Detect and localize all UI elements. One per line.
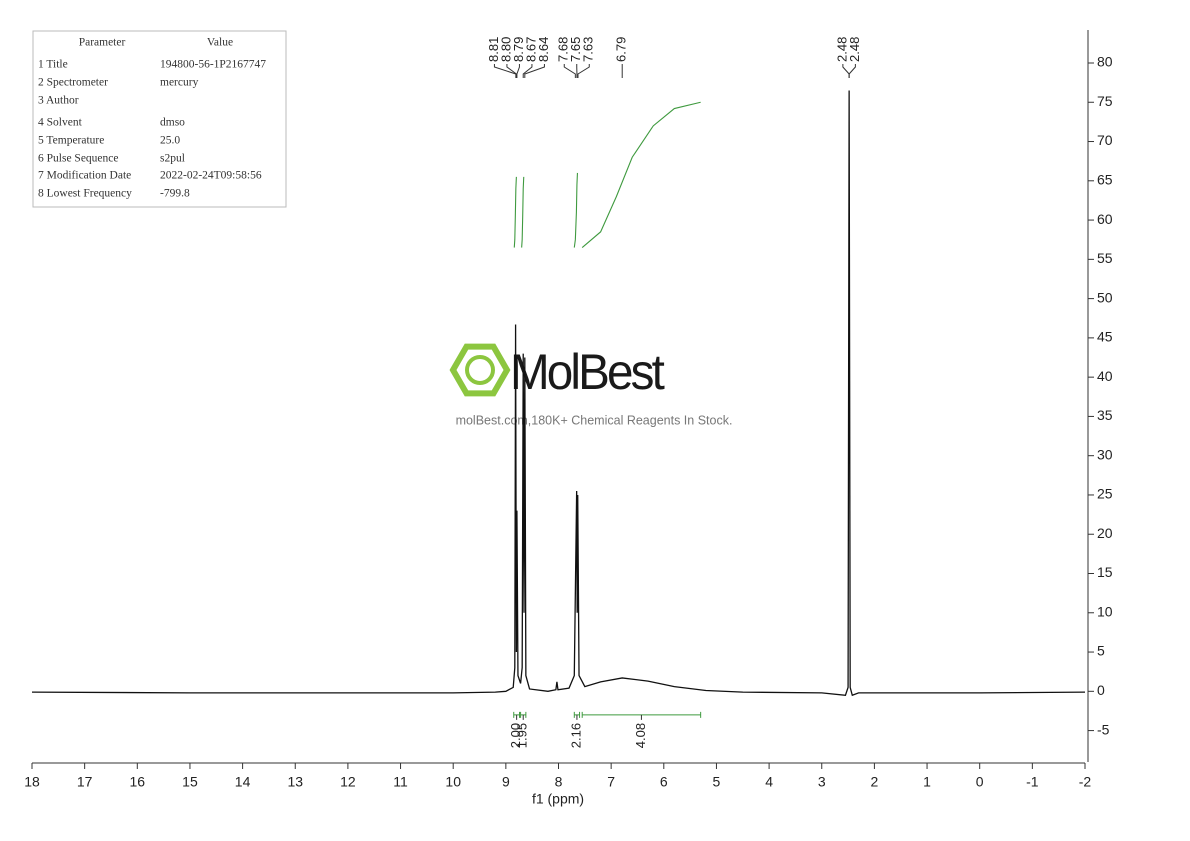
x-axis-label: f1 (ppm) (532, 791, 584, 807)
table-cell: s2pul (160, 153, 185, 165)
peak-label: 8.80 (498, 37, 513, 62)
integral-label: 4.08 (633, 723, 648, 748)
table-cell: 8 Lowest Frequency (38, 188, 132, 200)
integral-curve (581, 101, 701, 248)
integral-label: 1.95 (515, 723, 530, 748)
y-tick-label: 65 (1097, 172, 1113, 188)
peak-leader (516, 64, 520, 78)
x-tick-label: 17 (77, 774, 93, 790)
y-tick-label: 20 (1097, 525, 1113, 541)
peak-leader (577, 64, 590, 78)
peak-leader (506, 64, 517, 78)
y-tick-label: 45 (1097, 329, 1113, 345)
y-tick-label: 10 (1097, 603, 1113, 619)
x-tick-label: -2 (1079, 774, 1092, 790)
peak-leader (563, 64, 576, 78)
peak-label: 8.67 (523, 37, 538, 62)
x-tick-label: 15 (182, 774, 198, 790)
table-border (32, 30, 287, 208)
peak-leader (522, 64, 533, 78)
peak-label: 6.79 (614, 37, 629, 62)
table-cell: dmso (160, 117, 185, 129)
x-tick-label: 10 (445, 774, 461, 790)
table-header: Parameter (79, 37, 126, 49)
x-tick-label: 1 (923, 774, 931, 790)
integral-curve (521, 176, 525, 248)
table-cell: 1 Title (38, 59, 68, 71)
y-tick-label: -5 (1097, 721, 1110, 737)
x-tick-label: 12 (340, 774, 356, 790)
y-tick-label: 5 (1097, 643, 1105, 659)
y-tick-label: 50 (1097, 289, 1113, 305)
y-tick-label: 35 (1097, 407, 1113, 423)
y-tick-label: 60 (1097, 211, 1113, 227)
parameter-table: Parameter Value 1 Title 194800-56-1P2167747… (32, 30, 287, 208)
x-tick-label: 6 (660, 774, 668, 790)
peak-label: 2.48 (834, 37, 849, 62)
x-tick-label: 11 (393, 774, 408, 790)
y-tick-label: 55 (1097, 250, 1113, 266)
table-cell: mercury (160, 77, 199, 89)
watermark-tagline: molBest.com,180K+ Chemical Reagents In S… (456, 413, 733, 427)
x-tick-label: 18 (24, 774, 40, 790)
x-tick-label: 16 (130, 774, 146, 790)
table-cell: 2 Spectrometer (38, 77, 108, 89)
peak-label: 7.63 (581, 37, 596, 62)
y-tick-label: 30 (1097, 446, 1113, 462)
y-tick-label: 0 (1097, 682, 1105, 698)
logo-hexagon (449, 343, 511, 397)
y-tick-label: 75 (1097, 93, 1113, 109)
logo-ring (465, 355, 495, 385)
integral: 2.16 (568, 711, 583, 748)
peak-label: 8.81 (486, 37, 501, 62)
table-cell: 3 Author (38, 95, 79, 107)
table-cell: 4 Solvent (38, 117, 83, 129)
integral-curve (573, 172, 578, 248)
table-cell: 194800-56-1P2167747 (160, 59, 266, 71)
y-tick-label: 70 (1097, 132, 1113, 148)
peak-leader (842, 64, 850, 78)
integral: 4.08 (581, 711, 702, 748)
integral: 1.95 (515, 711, 530, 748)
peak-leader (493, 64, 517, 78)
peak-label: 8.64 (536, 37, 551, 62)
x-tick-label: 9 (502, 774, 510, 790)
x-tick-label: 2 (871, 774, 879, 790)
x-tick-label: 3 (818, 774, 826, 790)
table-cell: 6 Pulse Sequence (38, 153, 118, 165)
integral: 2.00 (508, 711, 523, 748)
integral-curve (513, 176, 517, 248)
x-tick-label: 4 (765, 774, 773, 790)
x-tick-label: 0 (976, 774, 984, 790)
table-cell: 7 Modification Date (38, 170, 131, 182)
x-tick-label: 5 (713, 774, 721, 790)
x-tick-label: 7 (607, 774, 615, 790)
table-cell: 2022-02-24T09:58:56 (160, 170, 262, 182)
spectrum-line (31, 90, 1086, 697)
y-tick-label: 25 (1097, 486, 1113, 502)
integral-label: 2.16 (568, 723, 583, 748)
table-header: Value (207, 37, 233, 49)
peak-label: 7.68 (556, 37, 571, 62)
table-cell: 25.0 (160, 135, 180, 147)
y-tick-label: 15 (1097, 564, 1113, 580)
peak-label: 2.48 (847, 37, 862, 62)
watermark: MolBest molBest.com,180K+ Chemical Reage… (449, 343, 733, 427)
x-tick-label: 13 (287, 774, 303, 790)
table-cell: 5 Temperature (38, 135, 104, 147)
peak-leader (524, 64, 545, 78)
y-tick-label: 40 (1097, 368, 1113, 384)
peak-leader (848, 64, 856, 78)
watermark-brand: MolBest (510, 344, 665, 400)
x-tick-label: 14 (235, 774, 251, 790)
peak-label: 8.79 (511, 37, 526, 62)
y-tick-label: 80 (1097, 54, 1113, 70)
x-tick-label: -1 (1026, 774, 1039, 790)
integral-label: 2.00 (508, 723, 523, 748)
peak-label: 7.65 (568, 37, 583, 62)
x-tick-label: 8 (555, 774, 563, 790)
table-cell: -799.8 (160, 188, 190, 200)
